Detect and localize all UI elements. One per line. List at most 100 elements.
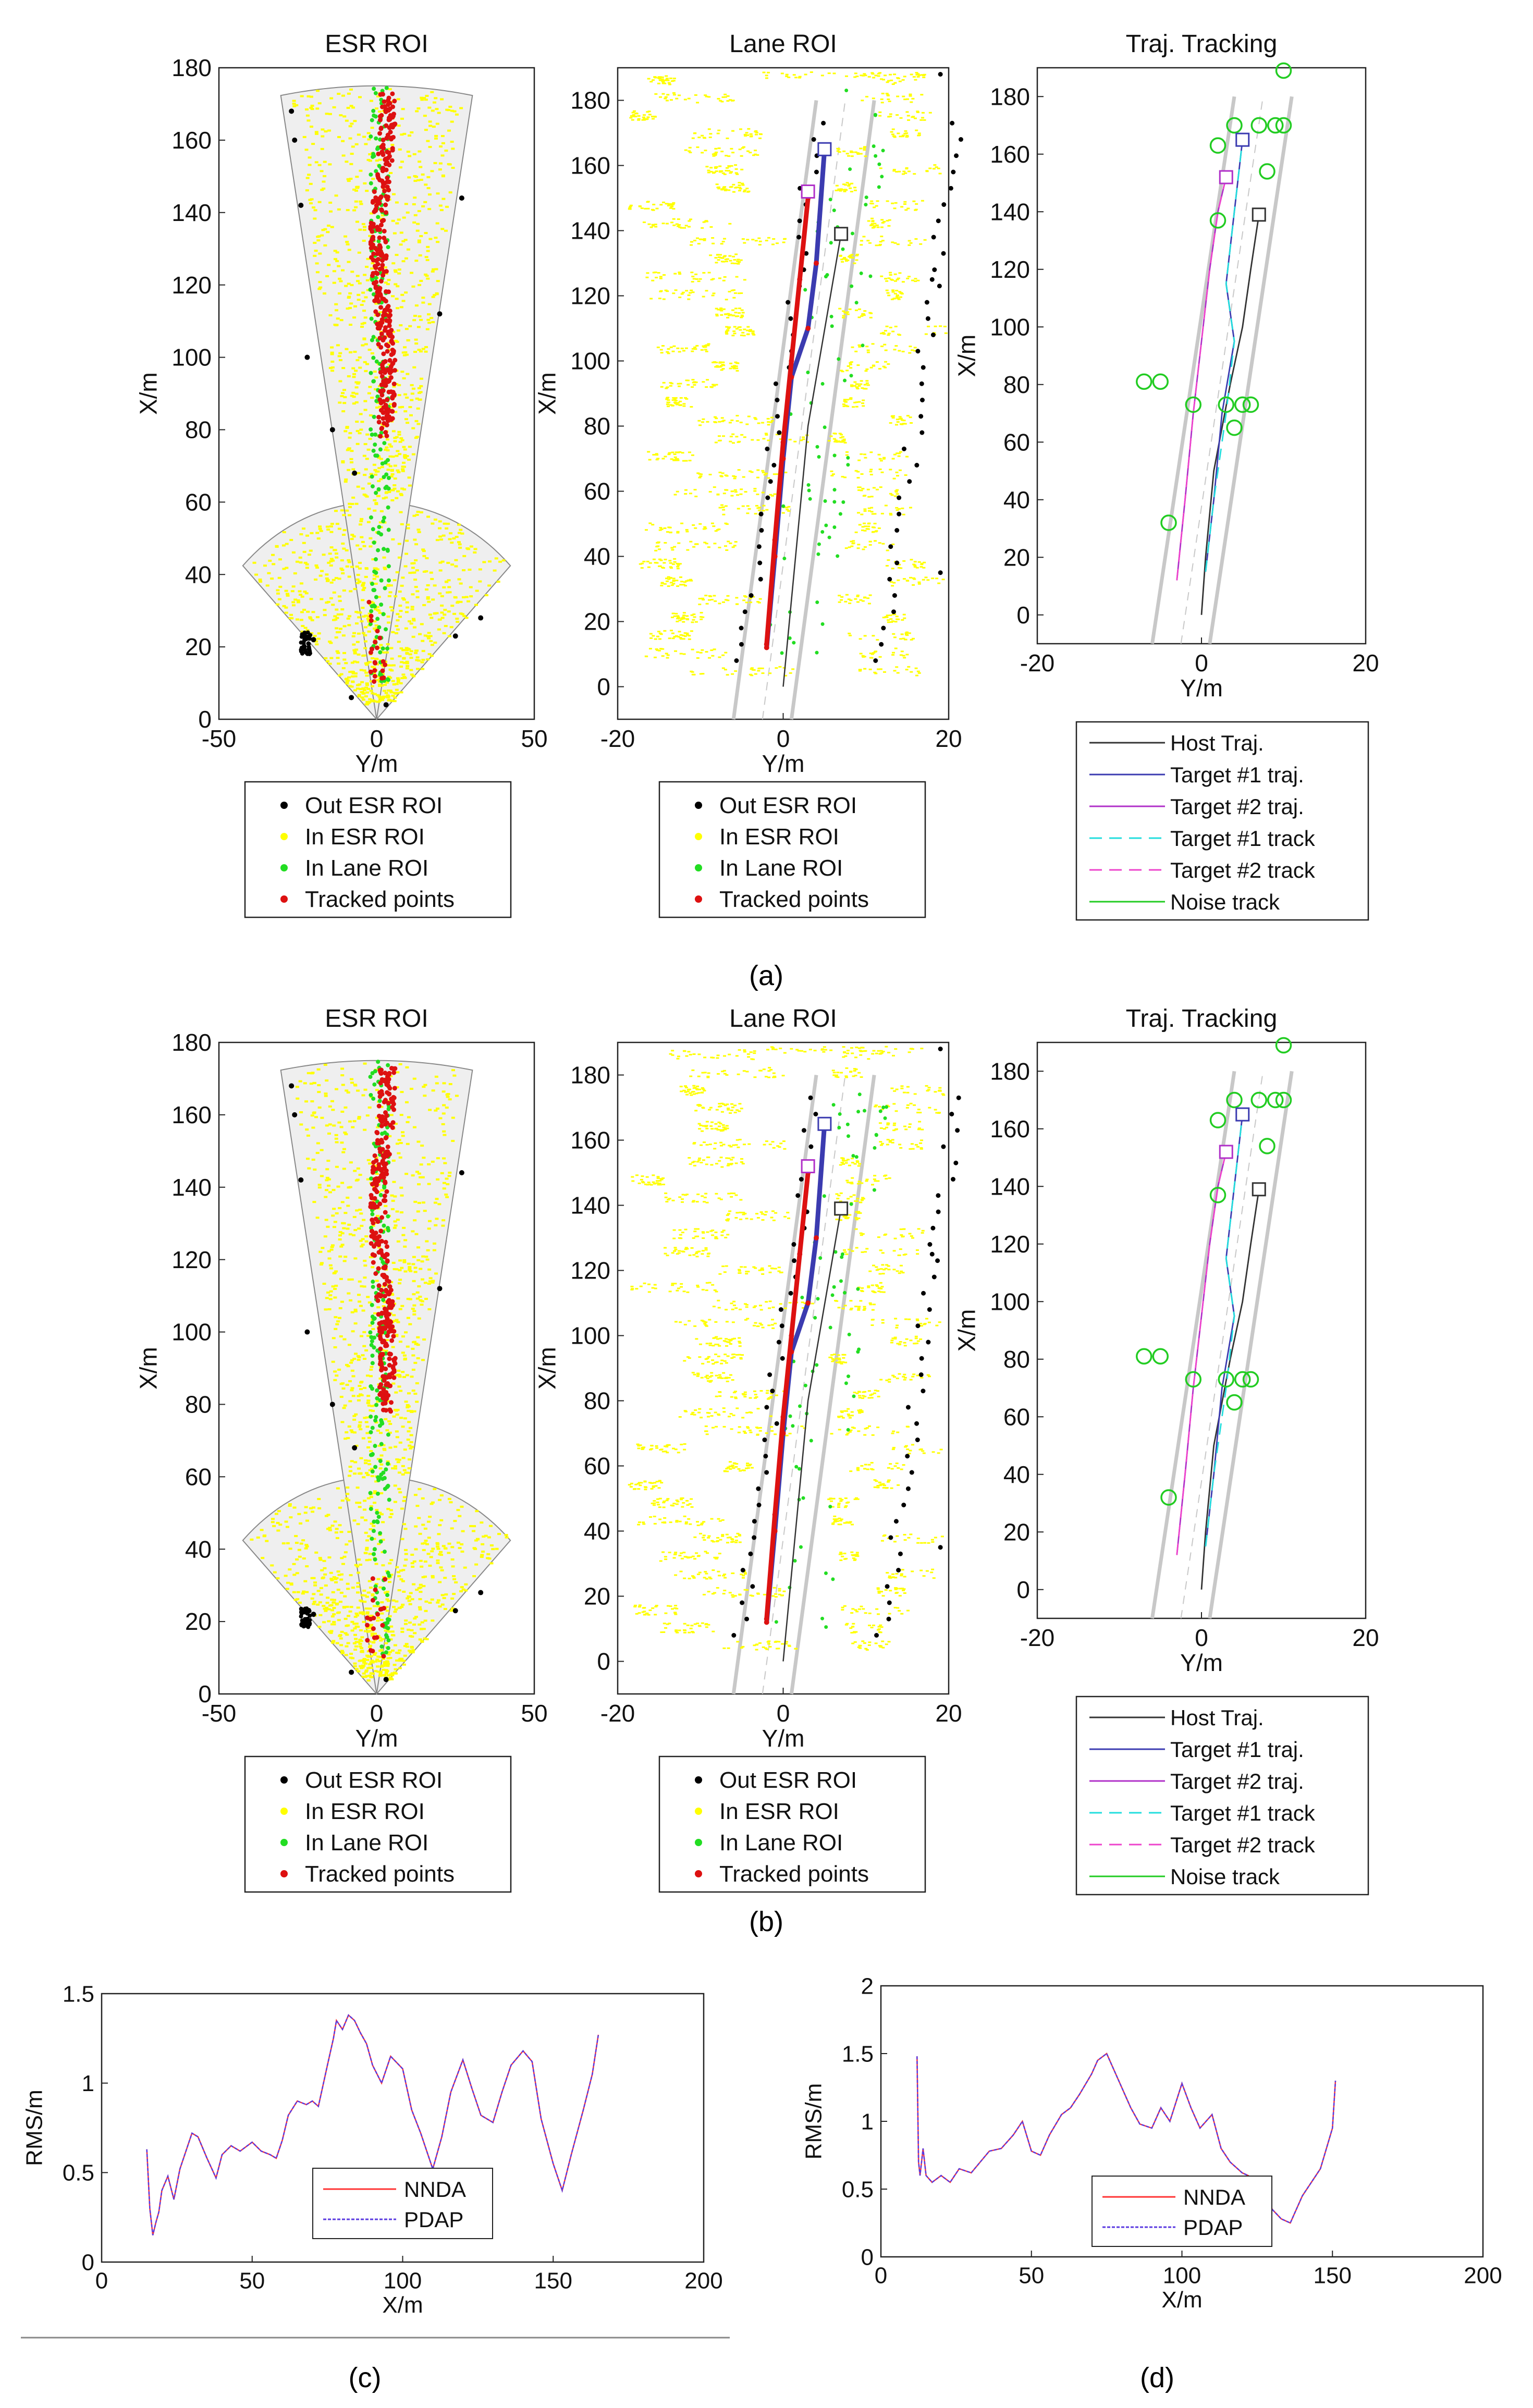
b-esr-in-esr-point: [385, 1429, 389, 1432]
b-esr-in-esr-point: [368, 1607, 372, 1610]
a-esr-in-esr-point: [400, 661, 404, 664]
a-esr-in-esr-point: [342, 115, 347, 118]
b-esr-in-esr-point: [384, 1418, 388, 1420]
a-esr-tracked-point: [377, 397, 383, 402]
a-lane-in-esr-point: [880, 219, 884, 221]
a-lane-in-lane-point: [836, 554, 840, 558]
b-esr-in-esr-point: [309, 1507, 313, 1509]
b-esr-in-esr-point: [497, 1533, 501, 1535]
a-esr-in-esr-point: [397, 543, 401, 545]
a-lane-in-esr-point: [657, 82, 660, 84]
b-esr-in-esr-point: [487, 1557, 492, 1560]
a-esr-in-esr-point: [373, 608, 377, 610]
a-lane-in-esr-point: [739, 422, 743, 424]
a-esr-in-esr-point: [406, 606, 410, 609]
a-lane-in-esr-point: [913, 561, 917, 563]
b-esr-in-esr-point: [361, 1238, 365, 1240]
a-esr-in-esr-point: [310, 619, 314, 621]
a-lane-in-esr-point: [769, 494, 772, 496]
a-esr-in-esr-point: [414, 342, 419, 345]
a-esr-in-esr-point: [403, 677, 407, 679]
a-esr-in-esr-point: [265, 584, 269, 587]
a-lane-in-esr-point: [720, 504, 724, 506]
a-esr-tracked-point: [373, 285, 378, 290]
a-esr-in-esr-point: [415, 569, 419, 572]
a-lane-out-esr-point: [921, 365, 926, 370]
b-esr-in-esr-point: [346, 1615, 350, 1617]
a-esr-in-lane-point: [370, 474, 374, 479]
a-lane-in-esr-point: [671, 404, 674, 407]
a-esr-in-esr-point: [363, 409, 367, 411]
b-esr-in-esr-point: [480, 1554, 484, 1556]
a-esr-in-lane-point: [369, 427, 373, 432]
b-esr-in-esr-point: [431, 1160, 435, 1163]
a-lane-in-esr-point: [694, 348, 697, 350]
a-lane-in-lane-point: [873, 113, 877, 117]
a-lane-in-esr-point: [849, 187, 852, 189]
a-lane-in-esr-point: [859, 670, 862, 672]
a-esr-in-lane-point: [379, 578, 384, 583]
a-esr-in-esr-point: [430, 170, 434, 173]
a-esr-in-esr-point: [378, 406, 382, 408]
a-lane-in-lane-point: [828, 198, 832, 202]
b-esr-in-esr-point: [286, 1581, 290, 1584]
a-lane-in-esr-point: [634, 115, 637, 117]
a-lane-ytick-label: 20: [584, 608, 610, 635]
a-esr-in-esr-point: [432, 126, 436, 128]
b-esr-in-esr-point: [325, 1179, 329, 1182]
b-esr-in-esr-point: [345, 1543, 349, 1546]
b-esr-in-esr-point: [373, 1653, 377, 1656]
a-esr-in-esr-point: [367, 392, 371, 395]
b-esr-in-esr-point: [408, 1266, 412, 1268]
a-lane-in-esr-point: [725, 330, 728, 333]
a-esr-in-esr-point: [418, 398, 422, 401]
b-esr-in-esr-point: [402, 1590, 406, 1593]
a-esr-in-esr-point: [275, 545, 279, 548]
a-esr-in-esr-point: [376, 495, 380, 497]
a-lane-in-esr-point: [739, 259, 743, 261]
a-esr-in-esr-point: [389, 584, 393, 587]
b-esr-in-esr-point: [425, 1543, 429, 1545]
a-lane-in-esr-point: [884, 349, 888, 351]
a-esr-in-esr-point: [352, 535, 356, 538]
a-traj-series-3: [1176, 177, 1227, 581]
b-esr-in-esr-point: [359, 1629, 363, 1631]
a-esr-in-esr-point: [384, 281, 388, 284]
a-esr-in-esr-point: [357, 381, 361, 384]
a-esr-in-esr-point: [430, 617, 434, 619]
a-lane-in-esr-point: [898, 469, 902, 471]
a-lane-in-esr-point: [696, 472, 700, 474]
a-lane-in-esr-point: [905, 669, 909, 671]
a-lane-in-esr-point: [738, 190, 742, 192]
a-esr-tracked-point: [381, 378, 386, 384]
b-esr-in-esr-point: [414, 1616, 418, 1618]
a-lane-in-esr-point: [667, 526, 671, 529]
a-esr-in-esr-point: [356, 573, 360, 576]
a-lane-in-esr-point: [680, 348, 684, 350]
a-esr-in-esr-point: [393, 464, 397, 467]
a-lane-in-esr-point: [735, 414, 739, 416]
a-esr-in-esr-point: [304, 149, 309, 151]
a-lane-in-esr-point: [654, 226, 658, 228]
a-esr-in-esr-point: [416, 423, 421, 425]
a-lane-in-esr-point: [881, 222, 885, 224]
a-lane-in-esr-point: [840, 596, 844, 598]
b-esr-in-esr-point: [387, 1653, 391, 1656]
a-lane-in-esr-point: [775, 667, 778, 669]
a-lane-in-esr-point: [699, 673, 703, 675]
a-esr-tracked-point: [382, 421, 387, 426]
b-esr-in-esr-point: [437, 1203, 441, 1206]
a-lane-in-esr-point: [833, 440, 837, 443]
a-lane-in-esr-point: [686, 549, 690, 551]
a-lane-in-esr-point: [781, 512, 785, 514]
a-lane-in-esr-point: [907, 240, 911, 242]
b-esr-in-esr-point: [393, 1671, 397, 1674]
b-esr-in-esr-point: [376, 1665, 380, 1668]
a-esr-in-esr-point: [354, 206, 358, 208]
a-esr-in-esr-point: [387, 698, 391, 701]
a-traj-legend-label: Target #2 track: [1170, 858, 1316, 882]
a-lane-in-esr-point: [676, 531, 680, 533]
a-esr-in-esr-point: [388, 591, 393, 594]
a-lane-in-esr-point: [846, 406, 850, 408]
b-esr-in-esr-point: [418, 1598, 422, 1601]
